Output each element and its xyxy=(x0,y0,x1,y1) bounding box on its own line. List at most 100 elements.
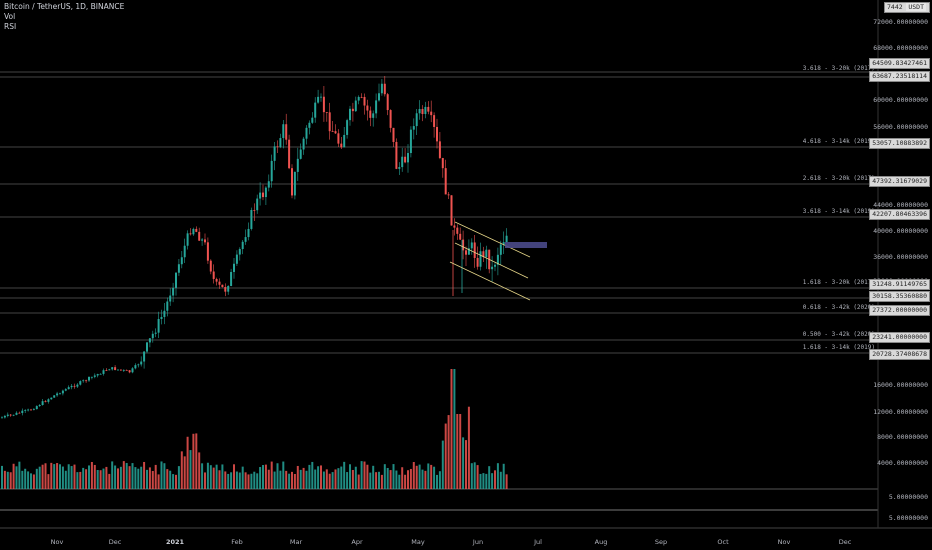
volume-bar xyxy=(76,472,79,489)
volume-bar xyxy=(35,468,38,489)
volume-bar xyxy=(366,464,369,489)
candle xyxy=(247,222,250,241)
volume-bar xyxy=(494,470,496,489)
candle xyxy=(131,367,134,374)
volume-bar xyxy=(253,471,256,489)
candle xyxy=(30,408,32,411)
volume-bar xyxy=(131,463,134,489)
volume-bar xyxy=(407,470,409,489)
rsi-indicator-label[interactable]: RSI xyxy=(4,22,17,31)
volume-bar xyxy=(209,465,212,489)
price-tick: 60000.00000000 xyxy=(873,96,928,104)
volume-bar xyxy=(21,470,24,489)
volume-bar xyxy=(218,470,221,489)
volume-bar xyxy=(293,474,296,489)
volume-bar xyxy=(305,470,308,489)
candle xyxy=(183,238,186,264)
volume-bar xyxy=(317,466,320,489)
candle xyxy=(357,95,360,105)
candle xyxy=(259,182,262,206)
candle xyxy=(505,228,508,243)
volume-bar xyxy=(441,440,444,489)
volume-bar xyxy=(470,463,473,489)
volume-bar xyxy=(163,463,166,489)
candle xyxy=(90,376,93,380)
candle xyxy=(235,250,238,267)
price-tick: 12000.00000000 xyxy=(873,408,928,416)
candle xyxy=(349,105,351,126)
symbol-title[interactable]: Bitcoin / TetherUS, 1D, BINANCE xyxy=(4,2,125,11)
price-tick: 56000.00000000 xyxy=(873,123,928,131)
volume-bar xyxy=(256,473,259,489)
volume-bar xyxy=(389,470,392,489)
volume-bar xyxy=(241,466,244,489)
volume-bar xyxy=(15,466,18,489)
candle xyxy=(233,257,235,279)
candle xyxy=(79,380,82,386)
candle xyxy=(491,256,494,282)
candle xyxy=(201,237,204,246)
candle xyxy=(407,144,409,173)
volume-bar xyxy=(238,472,241,489)
candle xyxy=(340,136,343,149)
volume-bar xyxy=(32,474,35,489)
price-tick: 72000.00000000 xyxy=(873,18,928,26)
candle xyxy=(212,264,215,284)
candle xyxy=(230,268,233,287)
candle xyxy=(148,338,151,348)
time-tick: Oct xyxy=(717,538,729,546)
fib-level-label: 0.618 - 3-42k (2020) xyxy=(802,304,875,311)
candle xyxy=(3,414,6,419)
candle xyxy=(64,388,67,392)
candle xyxy=(276,140,279,154)
candle xyxy=(378,83,380,102)
candle xyxy=(273,141,276,171)
candle xyxy=(482,246,485,263)
candle xyxy=(267,174,270,192)
volume-indicator-label[interactable]: Vol xyxy=(4,12,16,21)
candle xyxy=(427,101,430,115)
volume-bar xyxy=(134,467,137,489)
volume-bar xyxy=(285,470,288,489)
volume-bar xyxy=(175,474,177,489)
currency-label[interactable]: USDT xyxy=(906,3,926,11)
time-tick: Nov xyxy=(777,538,791,546)
volume-bar xyxy=(114,465,117,489)
volume-bar xyxy=(82,467,85,489)
candle xyxy=(256,194,259,214)
fib-level-label: 4.618 - 3-14k (2019) xyxy=(802,138,875,145)
volume-bar xyxy=(383,464,386,489)
volume-bar xyxy=(227,473,230,489)
candle xyxy=(177,258,180,276)
volume-bar xyxy=(67,464,70,489)
volume-bar xyxy=(70,466,73,489)
candle xyxy=(479,242,482,271)
volume-bar xyxy=(378,471,380,489)
price-level-tag: 31248.91149765 xyxy=(869,279,930,290)
volume-bar xyxy=(108,473,111,489)
volume-bar xyxy=(56,463,59,489)
volume-bar xyxy=(93,464,96,489)
candle xyxy=(418,100,421,120)
price-tick: 40000.00000000 xyxy=(873,227,928,235)
volume-bar xyxy=(409,468,412,489)
volume-bar xyxy=(505,474,508,489)
volume-bar xyxy=(496,463,499,489)
volume-bar xyxy=(302,467,305,489)
volume-bar xyxy=(169,470,172,489)
candle xyxy=(128,370,131,374)
volume-bar xyxy=(360,461,363,489)
candle xyxy=(122,369,125,373)
candle xyxy=(366,99,369,121)
volume-bar xyxy=(279,470,282,489)
volume-bar xyxy=(111,461,114,489)
volume-bar xyxy=(299,469,302,489)
channel-lower-line xyxy=(449,261,531,301)
target-zone xyxy=(505,242,547,248)
candle xyxy=(447,192,450,200)
candle xyxy=(328,102,331,140)
candle xyxy=(96,373,99,378)
volume-bar xyxy=(12,463,15,489)
candle xyxy=(117,369,119,371)
